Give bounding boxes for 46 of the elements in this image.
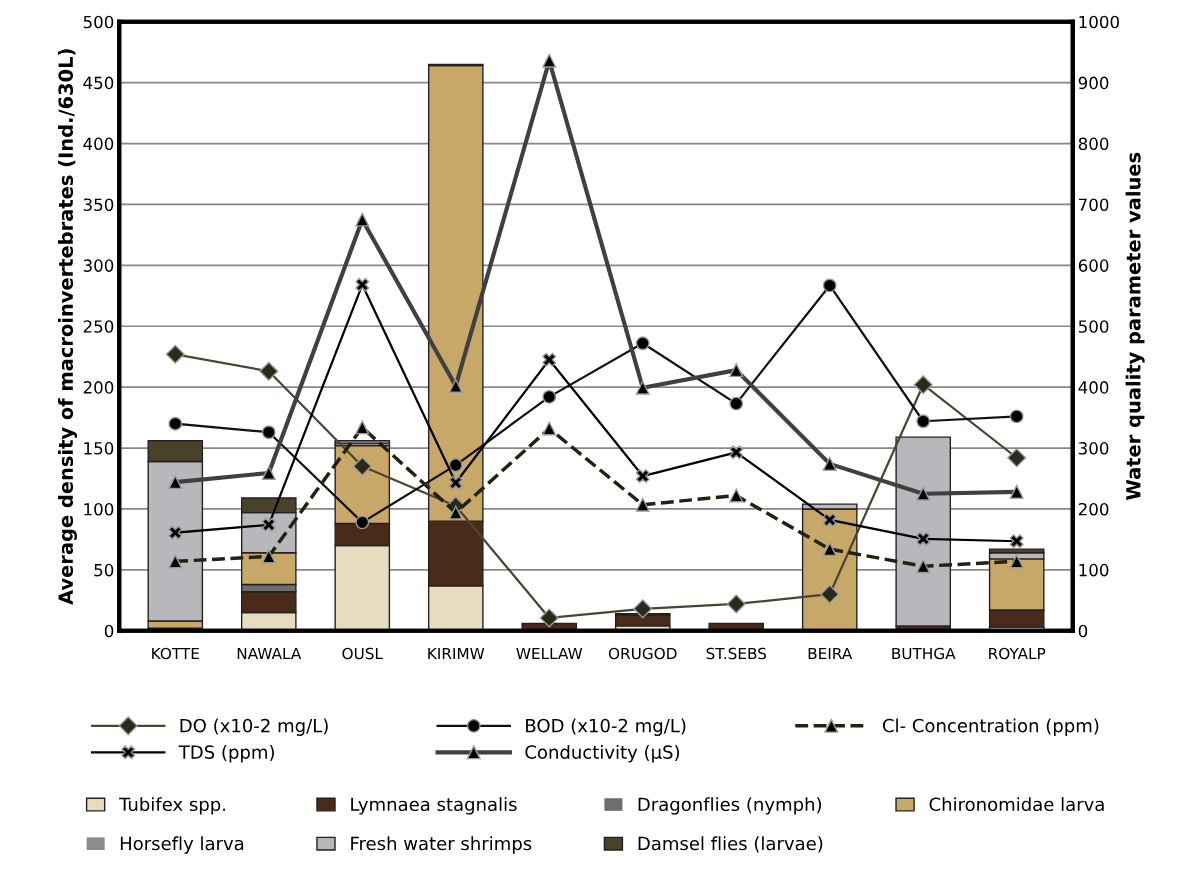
y-tick-label: 0 bbox=[104, 624, 114, 638]
x-tick-label: BEIRA bbox=[808, 647, 853, 660]
y-tick-label: 350 bbox=[83, 198, 114, 212]
y2-tick-label: 300 bbox=[1078, 442, 1109, 455]
legend-label: Horsefly larva bbox=[120, 836, 244, 854]
legend-label: DO (x10-2 mg/L) bbox=[180, 718, 328, 736]
legend-label: Chironomidae larva bbox=[929, 797, 1104, 812]
y-tick-label: 450 bbox=[83, 76, 114, 90]
y-tick-label: 300 bbox=[83, 259, 114, 272]
legend-label: Lymnaea stagnalis bbox=[351, 797, 517, 815]
legend-label: Fresh water shrimps bbox=[351, 836, 532, 854]
y-axis-title: Average density of macroinvertebrates (Ind./630L) bbox=[58, 49, 77, 605]
y-tick-label: 50 bbox=[94, 563, 114, 577]
x-tick-label: KOTTE bbox=[152, 647, 199, 660]
legend-label: Conductivity (µS) bbox=[525, 744, 680, 763]
y2-tick-label: 600 bbox=[1078, 259, 1109, 272]
x-tick-label: ST.SEBS bbox=[706, 647, 767, 660]
x-tick-label: OUSL bbox=[342, 647, 383, 660]
y-tick-label: 100 bbox=[84, 502, 114, 516]
y-tick-label: 200 bbox=[83, 381, 114, 394]
y2-tick-label: 200 bbox=[1078, 502, 1109, 516]
legend-label: Dragonflies (nymph) bbox=[638, 797, 822, 815]
y2-tick-label: 0 bbox=[1078, 624, 1088, 638]
legend-label: Cl- Concentration (ppm) bbox=[882, 718, 1099, 736]
y2-tick-label: 700 bbox=[1079, 198, 1109, 212]
y2-tick-label: 900 bbox=[1078, 76, 1109, 90]
y2-tick-label: 400 bbox=[1078, 381, 1109, 394]
x-tick-label: NAWALA bbox=[237, 647, 302, 660]
y2-tick-label: 1000 bbox=[1079, 15, 1119, 29]
y-tick-label: 400 bbox=[83, 137, 114, 151]
legend-label: Damsel flies (larvae) bbox=[638, 836, 823, 853]
x-tick-label: ROYALP bbox=[989, 647, 1046, 660]
x-tick-label: KIRIMW bbox=[428, 647, 485, 660]
y2-axis-title: Water quality parameter values bbox=[1125, 152, 1145, 501]
y2-tick-label: 800 bbox=[1078, 137, 1109, 151]
legend-label: BOD (x10-2 mg/L) bbox=[526, 718, 686, 736]
x-tick-label: WELLAW bbox=[516, 647, 583, 660]
y-tick-label: 250 bbox=[83, 320, 114, 333]
y-tick-label: 500 bbox=[83, 15, 114, 29]
y2-tick-label: 500 bbox=[1078, 320, 1109, 333]
x-tick-label: ORUGOD bbox=[608, 647, 677, 660]
y2-tick-label: 100 bbox=[1079, 563, 1109, 577]
legend-label: Tubifex spp. bbox=[119, 797, 226, 815]
x-tick-label: BUTHGA bbox=[892, 647, 956, 660]
legend-label: TDS (ppm) bbox=[178, 744, 274, 763]
y-tick-label: 150 bbox=[84, 442, 114, 455]
